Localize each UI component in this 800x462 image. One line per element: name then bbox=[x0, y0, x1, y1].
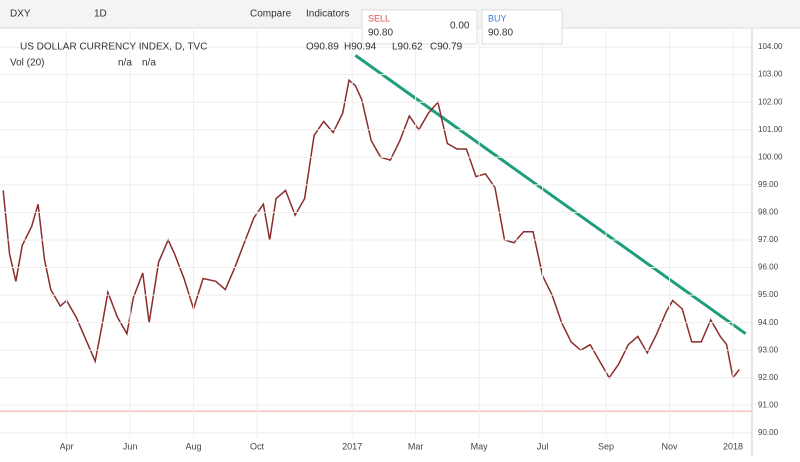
sell-price[interactable]: 90.80 bbox=[368, 28, 393, 39]
indicators-button[interactable]: Indicators bbox=[306, 9, 349, 20]
legend-open: O90.89 bbox=[306, 42, 339, 53]
y-tick-label: 102.00 bbox=[758, 97, 783, 106]
volume-value: n/a bbox=[118, 58, 132, 69]
legend-high: H90.94 bbox=[344, 42, 377, 53]
x-tick-label: 2018 bbox=[723, 441, 743, 451]
y-tick-label: 93.00 bbox=[758, 345, 779, 354]
buy-label[interactable]: BUY bbox=[488, 13, 507, 23]
y-tick-label: 96.00 bbox=[758, 263, 779, 272]
volume-value: n/a bbox=[142, 58, 156, 69]
sell-label[interactable]: SELL bbox=[368, 13, 390, 23]
x-tick-label: Mar bbox=[408, 441, 424, 451]
y-tick-label: 90.00 bbox=[758, 428, 779, 437]
y-tick-label: 92.00 bbox=[758, 373, 779, 382]
x-tick-label: Aug bbox=[186, 441, 202, 451]
trade-panel bbox=[361, 9, 478, 45]
y-tick-label: 97.00 bbox=[758, 235, 779, 244]
price-line-series bbox=[2, 78, 740, 380]
legend-close: C90.79 bbox=[430, 42, 463, 53]
compare-button[interactable]: Compare bbox=[250, 9, 292, 20]
x-tick-label: Apr bbox=[60, 441, 74, 451]
x-tick-label: Oct bbox=[250, 441, 265, 451]
y-tick-label: 103.00 bbox=[758, 70, 783, 79]
legend-title: US DOLLAR CURRENCY INDEX, D, TVC bbox=[20, 42, 207, 53]
buy-price[interactable]: 90.80 bbox=[488, 28, 513, 39]
y-tick-label: 91.00 bbox=[758, 400, 779, 409]
y-tick-label: 101.00 bbox=[758, 125, 783, 134]
interval[interactable]: 1D bbox=[94, 9, 107, 20]
y-tick-label: 94.00 bbox=[758, 318, 779, 327]
y-tick-label: 99.00 bbox=[758, 180, 779, 189]
x-tick-label: Jun bbox=[123, 441, 138, 451]
y-tick-label: 95.00 bbox=[758, 290, 779, 299]
x-tick-label: Jul bbox=[537, 441, 549, 451]
symbol[interactable]: DXY bbox=[10, 9, 31, 20]
y-tick-label: 104.00 bbox=[758, 42, 783, 51]
legend-low: L90.62 bbox=[392, 42, 423, 53]
volume-label: Vol (20) bbox=[10, 58, 44, 69]
y-tick-label: 98.00 bbox=[758, 208, 779, 217]
y-tick-label: 100.00 bbox=[758, 152, 783, 161]
x-tick-label: Nov bbox=[661, 441, 678, 451]
spread: 0.00 bbox=[450, 21, 470, 32]
buy-panel bbox=[481, 9, 563, 45]
x-tick-label: May bbox=[471, 441, 489, 451]
x-tick-label: 2017 bbox=[342, 441, 362, 451]
x-tick-label: Sep bbox=[598, 441, 614, 451]
